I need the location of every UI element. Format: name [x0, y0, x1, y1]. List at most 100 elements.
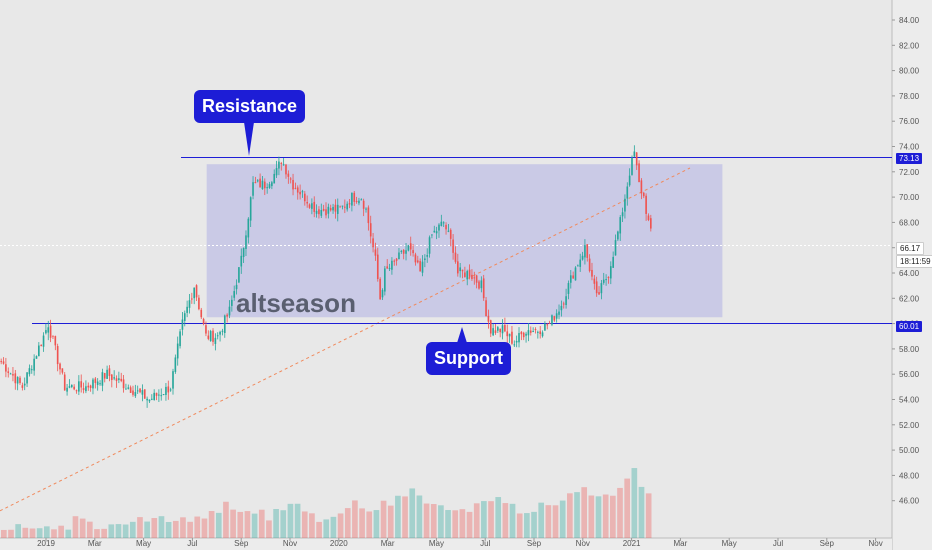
- volume-bar: [280, 510, 287, 538]
- candle-body: [426, 255, 429, 257]
- candle-body: [593, 278, 596, 284]
- candle-body: [80, 381, 83, 388]
- candle-body: [435, 231, 438, 234]
- candle-body: [327, 206, 330, 214]
- candle-body: [205, 325, 207, 334]
- candle-body: [360, 199, 363, 201]
- volume-bar: [538, 502, 545, 538]
- candle-body: [259, 178, 261, 188]
- volume-bar: [208, 511, 215, 538]
- candle-body: [447, 230, 450, 232]
- candle-body: [445, 224, 447, 230]
- candle-body: [560, 305, 563, 311]
- candle-body: [395, 258, 398, 261]
- candle-body: [271, 182, 273, 187]
- volume-bar: [144, 521, 150, 538]
- candle-body: [468, 269, 471, 277]
- y-tick-label: 76.00: [899, 117, 920, 126]
- volume-bar: [301, 511, 308, 538]
- candle-body: [167, 386, 170, 393]
- candle-body: [400, 250, 403, 252]
- candle-body: [280, 163, 283, 165]
- y-tick-label: 48.00: [899, 471, 920, 480]
- candle-body: [572, 275, 574, 279]
- candle-body: [221, 330, 224, 332]
- candle-body: [489, 320, 492, 334]
- volume-bar: [58, 525, 64, 538]
- volume-bar: [395, 495, 401, 538]
- volume-bar: [567, 493, 573, 538]
- candle-body: [294, 187, 297, 189]
- candle-body: [26, 372, 28, 384]
- candle-body: [325, 209, 327, 216]
- volume-bar: [337, 513, 344, 538]
- candle-body: [412, 250, 414, 254]
- volume-bar: [588, 495, 595, 538]
- candle-body: [33, 358, 35, 371]
- candle-body: [365, 208, 367, 210]
- volume-bar: [309, 513, 315, 538]
- volume-bar: [108, 524, 115, 538]
- candle-body: [508, 333, 511, 337]
- candle-body: [355, 200, 358, 203]
- volume-bar: [438, 505, 444, 538]
- candle-body: [619, 217, 622, 234]
- candle-body: [574, 267, 577, 281]
- volume-bar: [86, 521, 93, 538]
- candle-body: [419, 261, 421, 272]
- candle-body: [551, 315, 553, 325]
- candle-body: [261, 180, 264, 190]
- candle-body: [40, 344, 43, 346]
- candle-body: [235, 284, 238, 290]
- volume-bar: [344, 508, 351, 538]
- candle-body: [393, 260, 396, 262]
- candle-body: [581, 255, 584, 260]
- candle-body: [23, 383, 26, 386]
- candle-body: [94, 378, 97, 383]
- candle-body: [591, 269, 593, 277]
- volume-bar: [15, 524, 21, 538]
- volume-bar: [1, 529, 7, 538]
- volume-bar: [359, 508, 365, 538]
- candle-body: [555, 313, 558, 319]
- candle-body: [56, 346, 59, 365]
- candle-body: [87, 385, 90, 388]
- volume-bar: [409, 488, 416, 538]
- y-tick-label: 72.00: [899, 168, 920, 177]
- volume-bar: [559, 500, 566, 538]
- candle-body: [374, 249, 377, 256]
- candle-body: [612, 256, 614, 268]
- volume-bar: [151, 518, 158, 538]
- countdown-tag: 18:11:59: [896, 255, 932, 268]
- candle-body: [96, 381, 99, 385]
- candle-body: [515, 340, 518, 343]
- volume-bar: [473, 503, 480, 538]
- candle-body: [240, 255, 243, 267]
- candle-body: [245, 235, 247, 249]
- candle-body: [252, 182, 254, 196]
- y-tick-label: 78.00: [899, 92, 920, 101]
- volume-bar: [552, 505, 559, 538]
- candle-body: [513, 344, 516, 346]
- volume-bar: [8, 529, 14, 538]
- candle-body: [522, 332, 525, 338]
- candle-body: [617, 231, 619, 240]
- candle-body: [42, 335, 45, 347]
- x-tick-label: Sep: [527, 539, 542, 548]
- volume-bar: [545, 505, 552, 538]
- y-tick-label: 64.00: [899, 269, 920, 278]
- candle-body: [19, 377, 21, 384]
- candle-body: [136, 390, 139, 392]
- candle-body: [638, 163, 640, 183]
- candle-body: [525, 333, 527, 336]
- volume-bar: [430, 504, 437, 538]
- candle-body: [106, 369, 108, 379]
- candle-body: [506, 331, 509, 337]
- candle-body: [541, 332, 544, 337]
- candle-body: [275, 168, 278, 176]
- volume-bar: [29, 528, 36, 538]
- volume-bar: [251, 513, 258, 538]
- volume-bar: [402, 496, 408, 538]
- candle-body: [254, 182, 257, 184]
